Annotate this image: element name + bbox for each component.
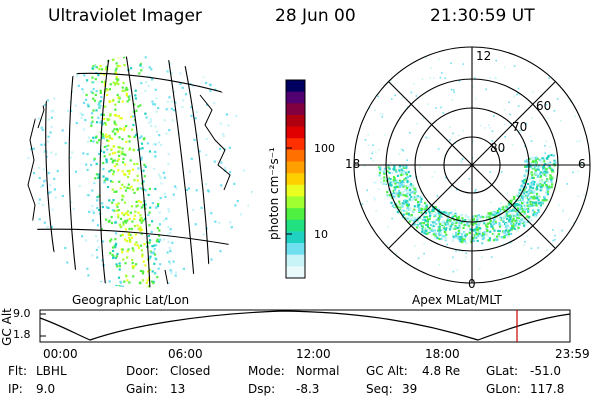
ip-value: 9.0 xyxy=(36,382,56,396)
ip-label: IP: xyxy=(8,382,23,396)
mode-label: Mode: xyxy=(248,364,285,378)
gain-label: Gain: xyxy=(126,382,158,396)
seq-value: 39 xyxy=(402,382,418,396)
mlt-label-18: 18 xyxy=(345,157,360,171)
dsp-label: Dsp: xyxy=(248,382,276,396)
mlt-label-6: 6 xyxy=(578,157,586,171)
glon-label: GLon: xyxy=(486,382,521,396)
altitude-ytick-9: 9.0 xyxy=(13,307,31,320)
mlt-label-0: 0 xyxy=(468,277,476,291)
mlt-label-12: 12 xyxy=(476,49,491,63)
xtick-2359: 23:59 xyxy=(555,347,590,361)
mode-value: Normal xyxy=(296,364,340,378)
date-label: 28 Jun 00 xyxy=(275,6,356,26)
door-label: Door: xyxy=(126,364,159,378)
polar-grid xyxy=(353,46,591,284)
xtick-0600: 06:00 xyxy=(168,347,203,361)
altitude-curve xyxy=(39,310,571,341)
glon-value: 117.8 xyxy=(530,382,565,396)
altitude-plot xyxy=(39,309,571,343)
seq-label: Seq: xyxy=(366,382,393,396)
left-panel-label: Geographic Lat/Lon xyxy=(72,293,190,307)
colorbar-unit-label: photon cm⁻²s⁻¹ xyxy=(267,147,281,240)
altitude-ylabel: GC Alt xyxy=(0,308,14,346)
xtick-0000: 00:00 xyxy=(43,347,78,361)
time-label: 21:30:59 UT xyxy=(430,6,535,26)
glat-label: GLat: xyxy=(486,364,519,378)
gcalt-label: GC Alt: xyxy=(366,364,408,378)
lat-lon-grid xyxy=(22,56,254,288)
gain-value: 13 xyxy=(170,382,186,396)
xtick-1200: 12:00 xyxy=(296,347,331,361)
geographic-image xyxy=(22,56,254,288)
xtick-1800: 18:00 xyxy=(425,347,460,361)
mlat-label-70: 70 xyxy=(512,120,527,134)
mlat-label-80: 80 xyxy=(490,141,505,155)
glat-value: -51.0 xyxy=(530,364,562,378)
coastline xyxy=(27,77,242,286)
colorbar xyxy=(285,79,306,279)
mlat-label-60: 60 xyxy=(536,99,551,113)
flt-label: Flt: xyxy=(8,364,27,378)
right-panel-label: Apex MLat/MLT xyxy=(412,293,502,307)
door-value: Closed xyxy=(170,364,211,378)
dsp-value: -8.3 xyxy=(296,382,320,396)
instrument-title: Ultraviolet Imager xyxy=(48,6,202,26)
flt-value: LBHL xyxy=(36,364,67,378)
colorbar-tick-100: 100 xyxy=(314,142,335,155)
altitude-ytick-1.8: 1.8 xyxy=(13,328,31,341)
colorbar-tick-10: 10 xyxy=(314,228,328,241)
gcalt-value: 4.8 Re xyxy=(422,364,461,378)
polar-image xyxy=(353,46,591,284)
